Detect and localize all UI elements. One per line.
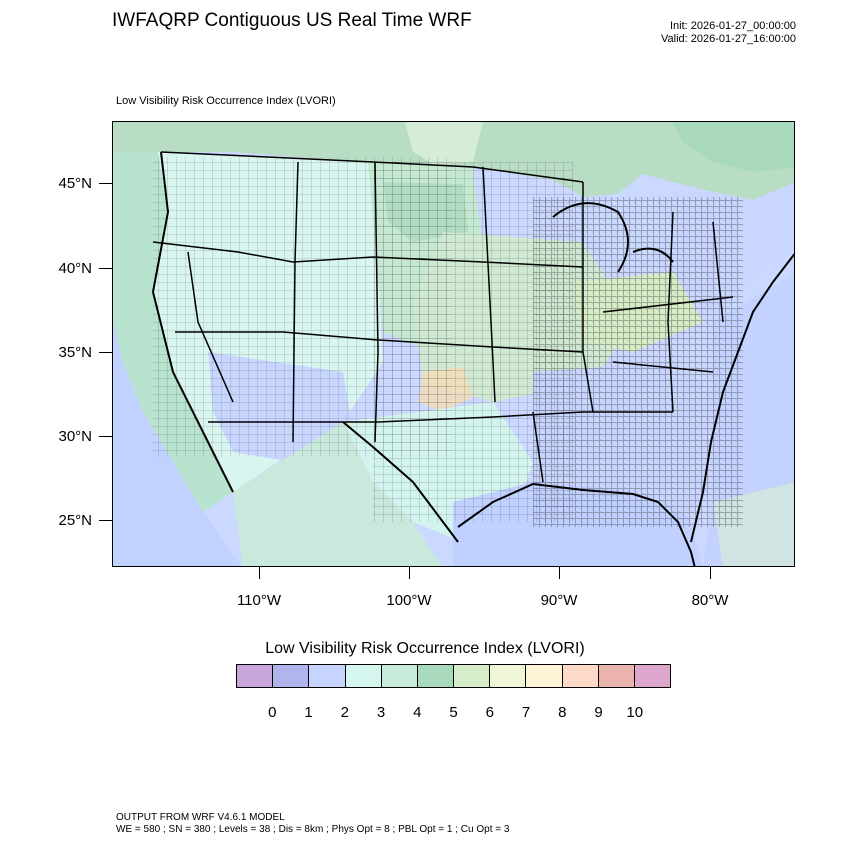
field-label: Low Visibility Risk Occurrence Index (LV… [116, 95, 336, 107]
valid-time: Valid: 2026-01-27_16:00:00 [661, 33, 796, 45]
lon-tick-110 [259, 567, 260, 579]
run-time-info: Init: 2026-01-27_00:00:00 Valid: 2026-01… [661, 20, 796, 46]
colorbar-label-2: 2 [340, 704, 349, 721]
lat-label-35: 35°N [58, 344, 92, 361]
lon-label-80: 80°W [691, 592, 729, 609]
colorbar-box-10 [598, 665, 635, 687]
footer-model-version: OUTPUT FROM WRF V4.6.1 MODEL [116, 812, 285, 823]
hudson-area [405, 122, 483, 164]
colorbar-label-1: 1 [304, 704, 313, 721]
colorbar-label-5: 5 [449, 704, 458, 721]
mexico-region [233, 422, 442, 566]
colorbar-box-8 [526, 665, 563, 687]
figure-title: IWFAQRP Contiguous US Real Time WRF [112, 10, 472, 31]
colorbar-box-1 [273, 665, 310, 687]
colorbar-label-6: 6 [485, 704, 494, 721]
coastlines [151, 151, 794, 566]
colorbar-label-10: 10 [626, 704, 644, 721]
colorbar-box-11 [634, 665, 671, 687]
conus-map [113, 122, 794, 566]
colorbar-box-7 [490, 665, 527, 687]
lon-tick-100 [409, 567, 410, 579]
map-panel [112, 121, 795, 567]
lon-label-90: 90°W [540, 592, 578, 609]
canada-east-shade [673, 122, 794, 172]
colorbar-label-3: 3 [376, 704, 386, 721]
colorbar-box-6 [454, 665, 491, 687]
lat-label-25: 25°N [58, 512, 92, 529]
colorbar-box-9 [562, 665, 599, 687]
model-footer: OUTPUT FROM WRF V4.6.1 MODEL WE = 580 ; … [116, 812, 509, 836]
colorbar-box-0 [237, 665, 274, 687]
colorbar-box-4 [381, 665, 418, 687]
lat-tick-30 [99, 436, 112, 437]
lon-tick-90 [559, 567, 560, 579]
colorbar [236, 664, 671, 688]
ocean-west [113, 322, 242, 566]
lon-tick-80 [710, 567, 711, 579]
county-lines-east [533, 197, 743, 527]
colorbar-box-3 [345, 665, 382, 687]
lat-tick-35 [99, 352, 112, 353]
state-boundaries [152, 151, 734, 483]
lon-label-100: 100°W [386, 592, 432, 609]
init-time: Init: 2026-01-27_00:00:00 [670, 20, 796, 32]
lon-label-110: 110°W [236, 592, 282, 609]
lat-tick-45 [99, 183, 112, 184]
colorbar-label-7: 7 [521, 704, 531, 721]
legend-title: Low Visibility Risk Occurrence Index (LV… [265, 640, 585, 657]
pacific-coastal-band [113, 152, 233, 512]
colorbar-label-4: 4 [413, 704, 422, 721]
colorbar-label-8: 8 [558, 704, 567, 721]
lat-label-30: 30°N [58, 428, 92, 445]
lat-label-40: 40°N [58, 260, 92, 277]
lat-tick-40 [99, 268, 112, 269]
lat-label-45: 45°N [58, 175, 92, 192]
lat-tick-25 [99, 520, 112, 521]
footer-model-config: WE = 580 ; SN = 380 ; Levels = 38 ; Dis … [116, 824, 510, 835]
colorbar-label-9: 9 [594, 704, 603, 721]
colorbar-box-2 [309, 665, 346, 687]
colorbar-label-0: 0 [268, 704, 277, 721]
colorbar-box-5 [417, 665, 455, 687]
